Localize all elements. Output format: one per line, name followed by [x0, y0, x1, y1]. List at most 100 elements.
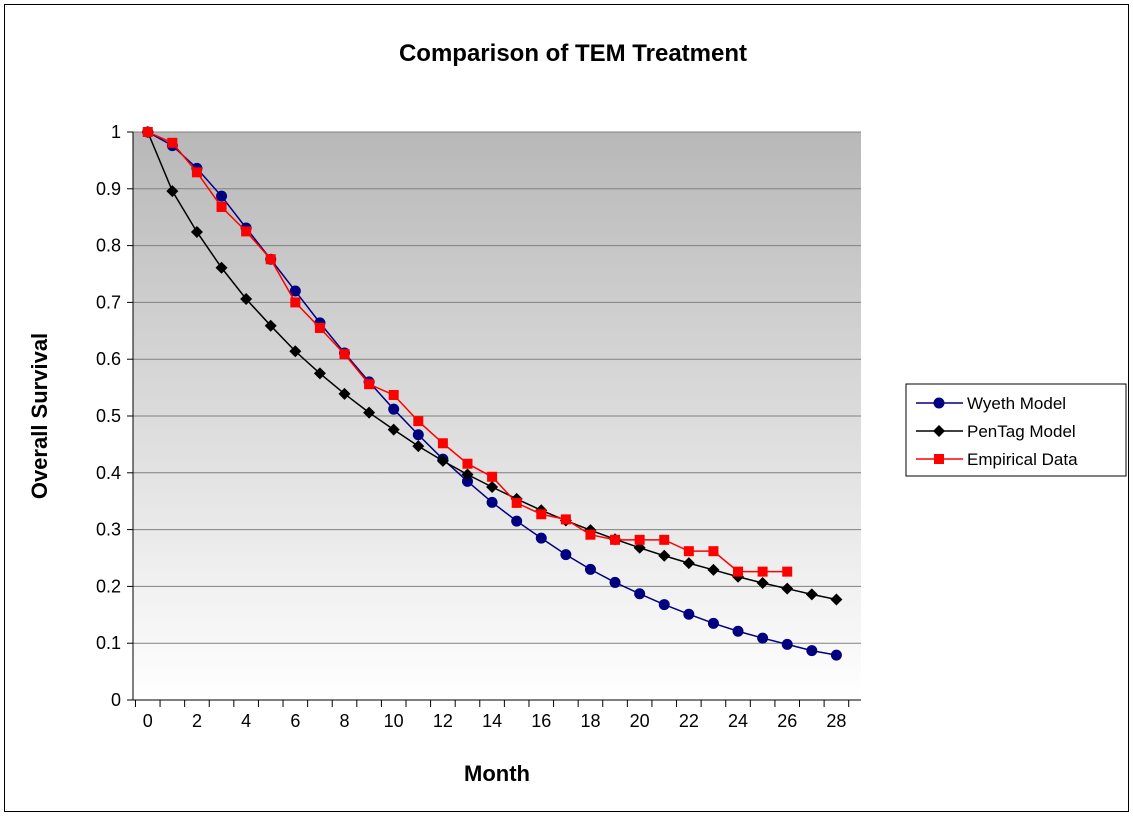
data-point-pentag-model-28 — [830, 593, 843, 606]
data-point-pentag-model-2 — [190, 225, 203, 238]
data-point-pentag-model-10 — [387, 423, 400, 436]
x-tick-label-4: 8 — [340, 711, 350, 731]
data-point-empirical-data-9 — [364, 379, 375, 390]
data-point-wyeth-model-28 — [830, 649, 842, 661]
data-point-empirical-data-3 — [216, 201, 227, 212]
data-point-wyeth-model-16 — [535, 532, 547, 544]
data-point-wyeth-model-19 — [609, 576, 621, 588]
y-tick-label-7: 0.7 — [96, 292, 121, 312]
legend-items: Wyeth Model PenTag Model Empirical Data — [916, 394, 1078, 469]
legend-marker-empirical-data — [934, 454, 944, 464]
y-tick-label-2: 0.2 — [96, 576, 121, 596]
data-point-empirical-data-6 — [290, 297, 301, 308]
data-point-pentag-model-27 — [805, 588, 818, 601]
data-point-empirical-data-10 — [388, 389, 399, 400]
data-point-pentag-model-5 — [264, 319, 277, 332]
data-point-empirical-data-23 — [708, 546, 719, 557]
data-point-empirical-data-13 — [462, 458, 473, 469]
x-tick-label-2: 4 — [241, 711, 251, 731]
x-tick-label-13: 26 — [777, 711, 797, 731]
data-point-wyeth-model-3 — [216, 190, 228, 202]
legend-label-empirical-data: Empirical Data — [967, 450, 1078, 469]
data-point-empirical-data-15 — [511, 497, 522, 508]
chart-frame: Comparison of TEM Treatment 0 0.1 0.2 0.3 0.… — [4, 4, 1129, 812]
series-empirical-data — [142, 127, 793, 577]
data-point-wyeth-model-18 — [584, 563, 596, 575]
y-tick-label-1: 0.1 — [96, 633, 121, 653]
data-point-pentag-model-25 — [756, 576, 769, 589]
y-tick-label-3: 0.3 — [96, 520, 121, 540]
chart: Comparison of TEM Treatment 0 0.1 0.2 0.3 0.… — [27, 40, 1127, 786]
data-point-pentag-model-11 — [412, 440, 425, 453]
axes — [127, 131, 861, 707]
data-point-empirical-data-26 — [782, 566, 793, 577]
data-point-wyeth-model-11 — [412, 429, 424, 441]
data-point-pentag-model-22 — [682, 557, 695, 570]
y-tick-label-9: 0.9 — [96, 179, 121, 199]
data-point-empirical-data-12 — [437, 438, 448, 449]
y-tick-label-4: 0.4 — [96, 463, 121, 483]
data-point-pentag-model-13 — [461, 468, 474, 481]
data-point-pentag-model-9 — [363, 406, 376, 419]
data-point-empirical-data-4 — [241, 226, 252, 237]
data-point-pentag-model-1 — [166, 185, 179, 198]
legend-marker-pentag-model — [933, 425, 945, 437]
data-point-empirical-data-20 — [634, 534, 645, 545]
data-point-empirical-data-25 — [757, 566, 768, 577]
data-point-wyeth-model-21 — [658, 599, 670, 611]
data-point-empirical-data-2 — [191, 167, 202, 178]
x-tick-label-10: 20 — [630, 711, 650, 731]
data-point-empirical-data-17 — [560, 514, 571, 525]
x-tick-label-12: 24 — [728, 711, 748, 731]
x-tick-labels: 0 2 4 6 8 10 12 14 16 18 20 22 24 26 28 — [143, 711, 847, 731]
data-point-wyeth-model-25 — [757, 632, 769, 644]
data-point-pentag-model-26 — [781, 582, 794, 595]
legend-label-wyeth-model: Wyeth Model — [967, 394, 1066, 413]
data-point-wyeth-model-20 — [634, 588, 646, 600]
y-tick-label-5: 0.5 — [96, 406, 121, 426]
data-point-wyeth-model-24 — [732, 625, 744, 637]
data-point-wyeth-model-14 — [486, 496, 498, 508]
data-point-wyeth-model-6 — [289, 285, 301, 297]
x-tick-label-3: 6 — [290, 711, 300, 731]
legend-item-wyeth-model: Wyeth Model — [916, 394, 1066, 413]
y-axis-title: Overall Survival — [27, 333, 52, 499]
data-point-empirical-data-24 — [733, 566, 744, 577]
data-point-wyeth-model-23 — [707, 617, 719, 629]
x-tick-label-5: 10 — [384, 711, 404, 731]
y-tick-label-10: 1 — [111, 122, 121, 142]
data-point-pentag-model-21 — [658, 549, 671, 562]
x-tick-label-7: 14 — [482, 711, 502, 731]
data-point-pentag-model-6 — [289, 345, 302, 358]
x-tick-label-14: 28 — [826, 711, 846, 731]
data-point-empirical-data-21 — [659, 534, 670, 545]
series-layer — [141, 126, 843, 661]
chart-title: Comparison of TEM Treatment — [399, 40, 747, 67]
x-tick-label-9: 18 — [580, 711, 600, 731]
data-point-empirical-data-1 — [167, 137, 178, 148]
data-point-empirical-data-19 — [610, 534, 621, 545]
data-point-empirical-data-14 — [487, 471, 498, 482]
data-point-empirical-data-5 — [265, 254, 276, 265]
y-tick-label-0: 0 — [111, 690, 121, 710]
data-point-pentag-model-8 — [338, 387, 351, 400]
data-point-empirical-data-22 — [683, 546, 694, 557]
data-point-empirical-data-8 — [339, 349, 350, 360]
data-point-empirical-data-16 — [536, 509, 547, 520]
legend-marker-wyeth-model — [933, 397, 945, 409]
x-axis-title: Month — [464, 761, 530, 786]
data-point-pentag-model-23 — [707, 563, 720, 576]
y-tick-labels: 0 0.1 0.2 0.3 0.4 0.5 0.6 0.7 0.8 0.9 1 — [96, 122, 121, 710]
x-tick-label-11: 22 — [679, 711, 699, 731]
data-point-wyeth-model-17 — [560, 549, 572, 561]
x-tick-label-0: 0 — [143, 711, 153, 731]
data-point-wyeth-model-15 — [511, 515, 523, 527]
data-point-wyeth-model-10 — [388, 403, 400, 415]
data-point-wyeth-model-26 — [781, 638, 793, 650]
legend-item-empirical-data: Empirical Data — [916, 450, 1078, 469]
y-tick-label-6: 0.6 — [96, 349, 121, 369]
legend: Wyeth Model PenTag Model Empirical Data — [905, 383, 1127, 477]
data-point-empirical-data-7 — [314, 322, 325, 333]
data-point-pentag-model-14 — [486, 481, 499, 493]
gridlines — [133, 131, 861, 644]
